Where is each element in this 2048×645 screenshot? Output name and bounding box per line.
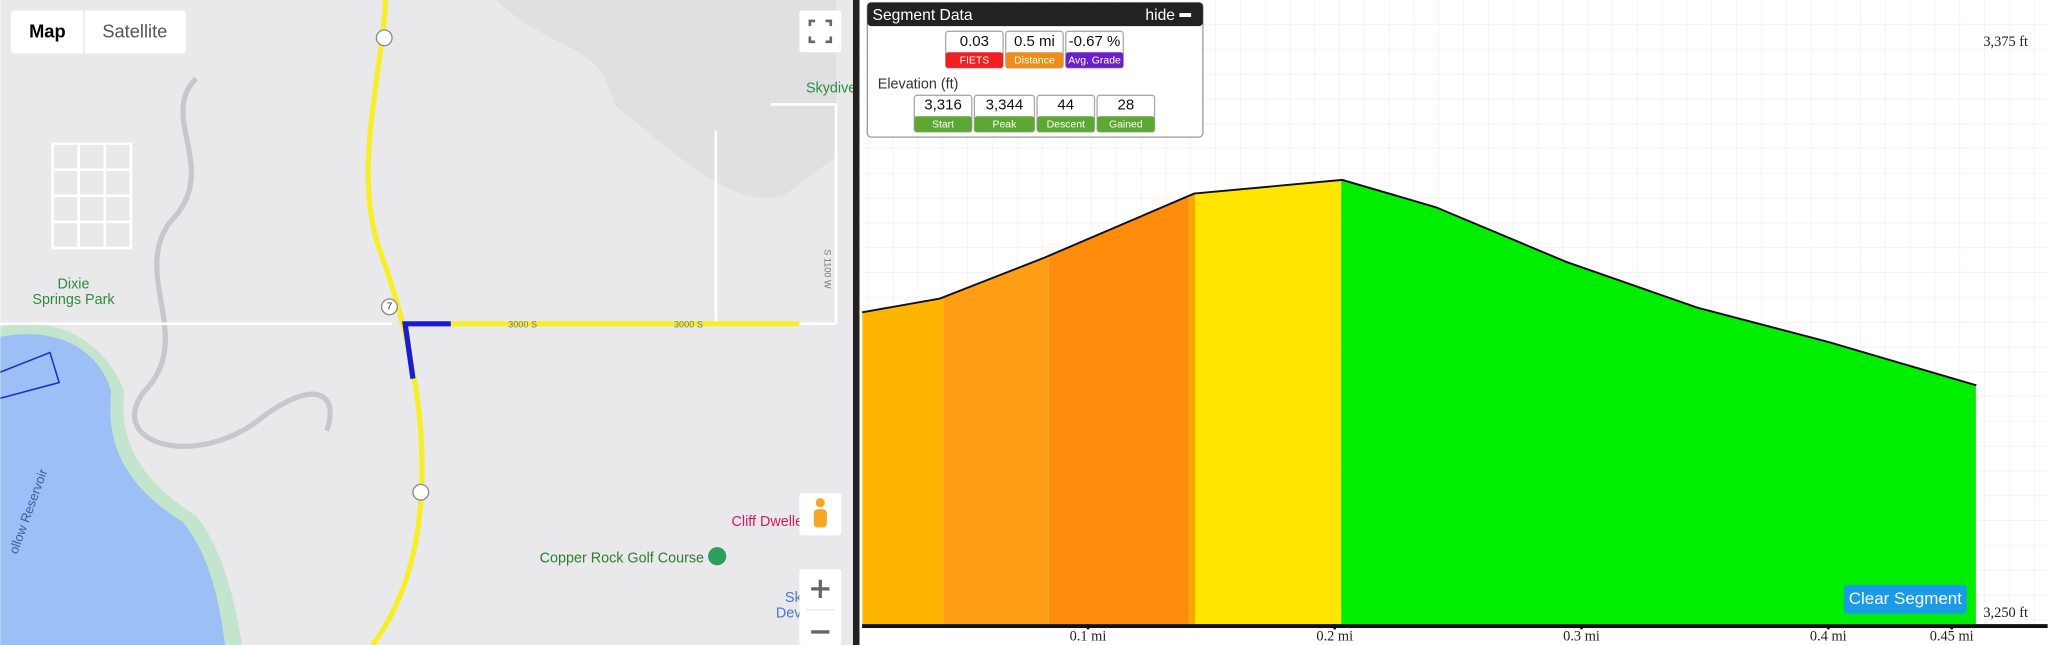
stat-value: 44 — [1057, 97, 1074, 114]
stat-label-bg — [1037, 116, 1095, 132]
shield — [375, 29, 393, 47]
elevation-title: Elevation (ft) — [878, 77, 959, 93]
place-label: Dev — [776, 605, 802, 621]
stat-value: 28 — [1117, 97, 1134, 114]
stat-label: Start — [932, 119, 954, 130]
x-tick-label: 0.45 mi — [1930, 628, 1974, 644]
stat-label-bg — [1097, 116, 1155, 132]
y-tick-label: 3,250 ft — [1983, 605, 2028, 621]
satellite-button[interactable]: Satellite — [102, 20, 167, 41]
grade-band — [1188, 179, 1196, 625]
zoom-in[interactable] — [811, 579, 830, 598]
clear-segment[interactable]: Clear Segment — [1843, 584, 1967, 614]
stat-label-bg — [1065, 52, 1124, 68]
shield — [380, 298, 398, 316]
zoom-control — [799, 569, 842, 645]
panel-header — [867, 2, 1203, 27]
pegman-icon — [813, 509, 827, 528]
clear-button[interactable] — [1843, 584, 1967, 614]
terrain — [496, 0, 836, 198]
x-tick-label: 0.1 mi — [1070, 628, 1107, 644]
road-label: 3000 S — [674, 320, 703, 330]
stat-label: Avg. Grade — [1068, 55, 1121, 66]
grade-band — [1048, 179, 1189, 625]
shield-label: 7 — [387, 302, 393, 313]
place-label: Springs Park — [32, 292, 115, 308]
stat-value: 0.5 mi — [1014, 33, 1055, 50]
stat-label: FIETS — [960, 55, 990, 66]
stat-value: -0.67 % — [1069, 33, 1121, 50]
panel-title: Segment Data — [873, 7, 973, 24]
place-label: Dixie — [58, 276, 90, 292]
map[interactable]: 7 3000 S 3000 S S 1100 W Skydive Dixie S… — [0, 0, 856, 645]
x-tick-label: 0.2 mi — [1316, 628, 1353, 644]
stat-label-bg — [1005, 52, 1064, 68]
segment-route — [402, 321, 451, 380]
stat-label-bg — [945, 52, 1004, 68]
splitter[interactable] — [852, 0, 860, 645]
stat-label: Distance — [1014, 55, 1055, 66]
clear-button-label: Clear Segment — [1849, 589, 1962, 608]
stat-label-bg — [914, 116, 972, 132]
streets — [51, 142, 133, 250]
hide-icon — [1179, 13, 1192, 17]
elevation-chart: 0.1 mi 0.2 mi 0.3 mi 0.4 mi 0.45 mi 3,250 ft 3… — [862, 0, 2048, 644]
stat-label: Peak — [993, 119, 1018, 130]
grade-band — [1195, 179, 1342, 625]
shield — [412, 483, 430, 501]
stat-label: Descent — [1047, 119, 1085, 130]
map-button[interactable]: Map — [29, 20, 66, 41]
y-tick-label: 3,375 ft — [1983, 34, 2028, 50]
x-axis — [862, 624, 2048, 629]
fullscreen-button[interactable] — [799, 10, 842, 53]
x-tick-label: 0.3 mi — [1563, 628, 1600, 644]
stat-label: Gained — [1109, 119, 1143, 130]
place-label: Cliff Dwelle — [732, 514, 804, 530]
stat-value: 3,316 — [924, 97, 962, 114]
place-label: Sk — [785, 590, 803, 606]
segment-panel: Segment Data hide Elevation (ft) 0.03 FIE… — [866, 1, 1204, 138]
pegman-icon — [815, 498, 825, 508]
boundary — [0, 351, 61, 399]
road-label: S 1100 W — [822, 249, 832, 289]
hide-button[interactable]: hide — [1145, 7, 1175, 24]
place-label: Copper Rock Golf Course — [540, 551, 704, 567]
stat-label-bg — [974, 116, 1035, 132]
profile-line — [862, 178, 1977, 387]
road-label: 3000 S — [508, 320, 537, 330]
place-icon — [708, 547, 727, 566]
x-tick-label: 0.4 mi — [1810, 628, 1847, 644]
water — [0, 334, 225, 645]
map-type-control — [10, 10, 186, 54]
fullscreen-icon — [808, 19, 833, 44]
stat-value: 3,344 — [986, 97, 1024, 114]
place-label: Skydive — [806, 81, 856, 97]
ridge — [132, 76, 333, 449]
stat-value: 0.03 — [960, 33, 989, 50]
